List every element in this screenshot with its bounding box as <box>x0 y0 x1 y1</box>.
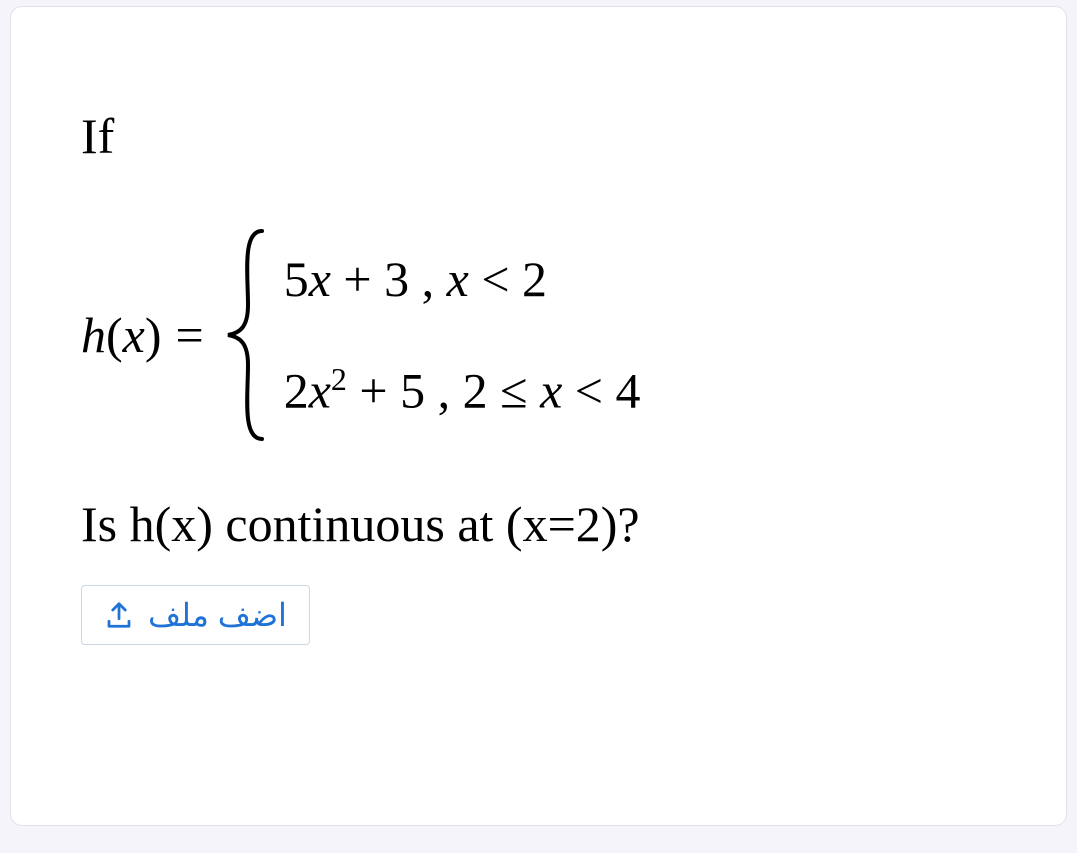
question-card: If h(x)= 5x + 3 , x < 2 2x2 + 5 , 2 ≤ x … <box>10 6 1067 826</box>
close-paren: ) <box>145 307 162 363</box>
case2-var: x <box>309 363 331 419</box>
add-file-button[interactable]: اضف ملف <box>81 585 310 645</box>
case2-mid: + 5 , 2 ≤ <box>347 363 540 419</box>
case1-mid: + 3 , <box>331 251 447 307</box>
piecewise-equation: h(x)= 5x + 3 , x < 2 2x2 + 5 , 2 ≤ x < 4 <box>81 225 1016 445</box>
case1-cond: < 2 <box>469 251 547 307</box>
cases-container: 5x + 3 , x < 2 2x2 + 5 , 2 ≤ x < 4 <box>274 225 641 445</box>
case2-coef: 2 <box>284 363 309 419</box>
upload-icon <box>104 600 134 630</box>
equation-lhs: h(x)= <box>81 306 218 364</box>
left-brace-icon <box>218 225 274 445</box>
case-line-1: 5x + 3 , x < 2 <box>284 234 641 324</box>
case1-cond-var: x <box>447 251 469 307</box>
case1-var: x <box>309 251 331 307</box>
variable-x: x <box>123 307 145 363</box>
case2-cond-var: x <box>540 363 562 419</box>
intro-text: If <box>81 107 1016 165</box>
case2-exponent: 2 <box>331 361 347 397</box>
open-paren: ( <box>106 307 123 363</box>
case1-coef: 5 <box>284 251 309 307</box>
brace-and-cases: 5x + 3 , x < 2 2x2 + 5 , 2 ≤ x < 4 <box>218 225 641 445</box>
function-name: h <box>81 307 106 363</box>
case-line-2: 2x2 + 5 , 2 ≤ x < 4 <box>284 343 641 436</box>
case2-cond: < 4 <box>562 363 640 419</box>
add-file-label: اضف ملف <box>148 596 287 634</box>
equals-sign: = <box>162 307 218 363</box>
question-text: Is h(x) continuous at (x=2)? <box>81 495 1016 553</box>
